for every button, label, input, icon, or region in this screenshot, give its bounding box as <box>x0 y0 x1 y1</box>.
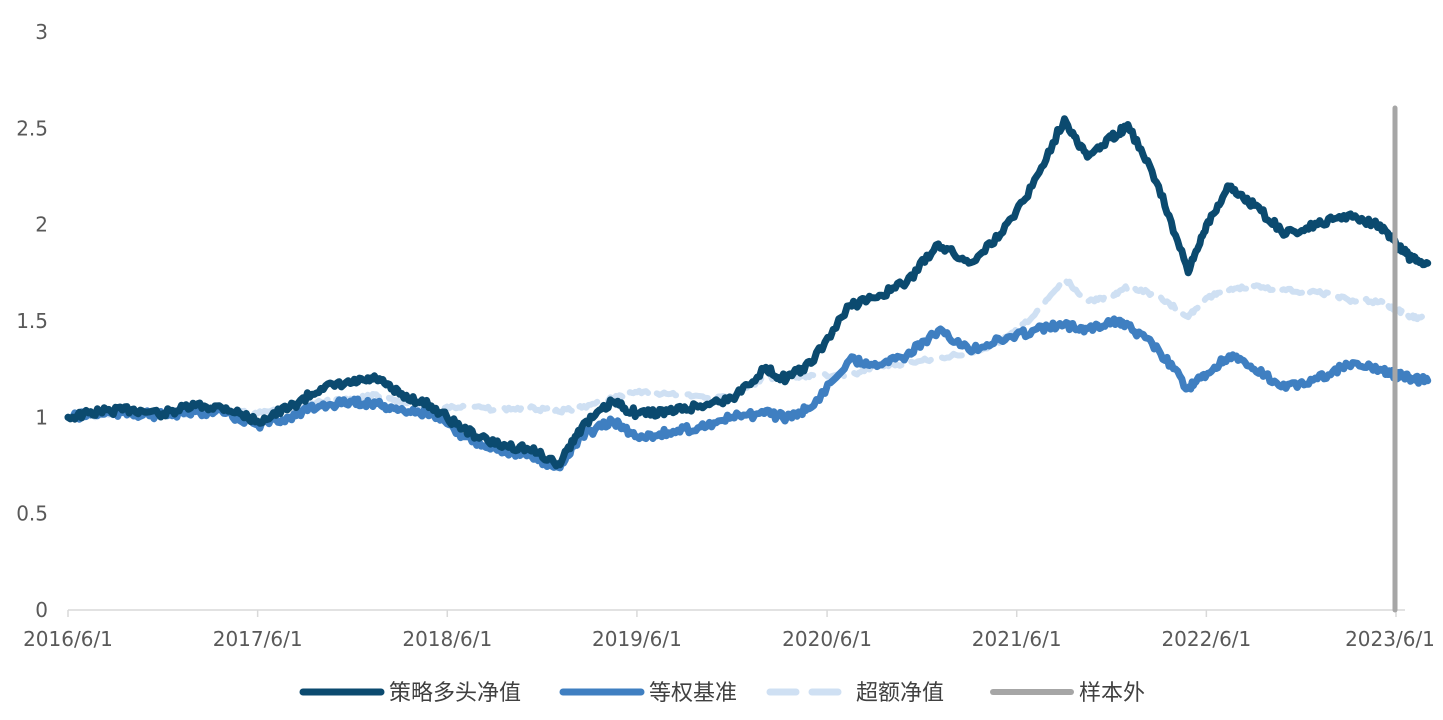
legend-label: 等权基准 <box>649 681 737 706</box>
y-tick-label: 3 <box>35 20 48 44</box>
legend-label: 超额净值 <box>856 681 944 706</box>
legend: 策略多头净值 等权基准 超额净值 样本外 <box>299 681 1145 706</box>
series-line-2 <box>65 275 1431 421</box>
x-axis: 2016/6/1 2017/6/1 2018/6/1 2019/6/1 2020/6/1… <box>23 609 1435 651</box>
legend-label: 样本外 <box>1079 681 1145 706</box>
y-tick-label: 0 <box>35 598 48 622</box>
x-tick-label: 2022/6/1 <box>1161 627 1251 651</box>
legend-label: 策略多头净值 <box>389 681 521 706</box>
x-tick-label: 2023/6/1 <box>1345 627 1435 651</box>
y-tick-label: 2.5 <box>16 116 48 140</box>
x-tick-label: 2021/6/1 <box>972 627 1062 651</box>
y-tick-label: 1.5 <box>16 309 48 333</box>
x-tick-label: 2020/6/1 <box>782 627 872 651</box>
series-line-0 <box>64 115 1432 470</box>
x-tick-label: 2019/6/1 <box>592 627 682 651</box>
x-tick-label: 2017/6/1 <box>213 627 303 651</box>
y-axis-ticks: 0 0.5 1 1.5 2 2.5 3 <box>16 20 48 622</box>
x-tick-label: 2018/6/1 <box>402 627 492 651</box>
series-layer <box>64 115 1432 472</box>
series-line-1 <box>64 315 1432 472</box>
x-tick-label: 2016/6/1 <box>23 627 113 651</box>
y-tick-label: 2 <box>35 213 48 237</box>
y-tick-label: 0.5 <box>16 502 48 526</box>
y-tick-label: 1 <box>35 405 48 429</box>
